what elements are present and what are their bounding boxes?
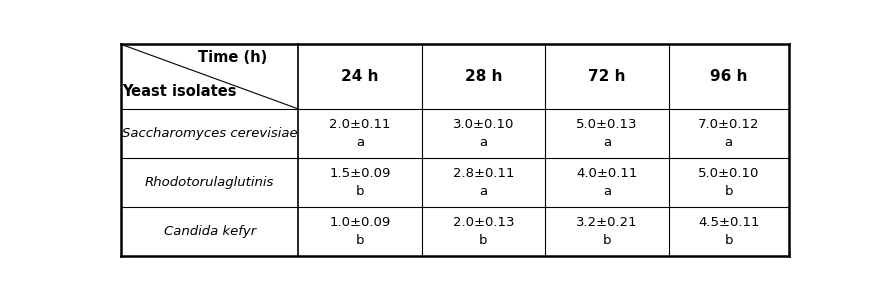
Text: 4.5±0.11: 4.5±0.11 (698, 216, 759, 229)
Text: Saccharomyces cerevisiae: Saccharomyces cerevisiae (122, 127, 297, 140)
Text: b: b (356, 234, 364, 247)
Text: Yeast isolates: Yeast isolates (123, 84, 237, 99)
Text: a: a (603, 136, 611, 149)
Text: 3.0±0.10: 3.0±0.10 (453, 118, 514, 131)
Text: Rhodotorulaglutinis: Rhodotorulaglutinis (145, 176, 274, 189)
Text: 2.0±0.11: 2.0±0.11 (329, 118, 391, 131)
Text: 72 h: 72 h (588, 69, 626, 84)
Text: 5.0±0.13: 5.0±0.13 (576, 118, 638, 131)
Text: 7.0±0.12: 7.0±0.12 (698, 118, 759, 131)
Text: 28 h: 28 h (464, 69, 503, 84)
Text: 2.0±0.13: 2.0±0.13 (453, 216, 514, 229)
Text: b: b (480, 234, 488, 247)
Text: 24 h: 24 h (341, 69, 378, 84)
Text: 96 h: 96 h (710, 69, 748, 84)
Text: 2.8±0.11: 2.8±0.11 (453, 167, 514, 180)
Text: 4.0±0.11: 4.0±0.11 (576, 167, 638, 180)
Text: a: a (603, 185, 611, 198)
Text: b: b (725, 185, 733, 198)
Text: 3.2±0.21: 3.2±0.21 (576, 216, 638, 229)
Text: Candida kefyr: Candida kefyr (163, 225, 256, 238)
Text: b: b (725, 234, 733, 247)
Text: 1.5±0.09: 1.5±0.09 (329, 167, 391, 180)
Text: a: a (480, 136, 488, 149)
Text: 1.0±0.09: 1.0±0.09 (329, 216, 391, 229)
Text: Time (h): Time (h) (198, 50, 267, 65)
Text: a: a (356, 136, 364, 149)
Text: a: a (725, 136, 733, 149)
Text: a: a (480, 185, 488, 198)
Text: b: b (356, 185, 364, 198)
Text: b: b (603, 234, 611, 247)
Text: 5.0±0.10: 5.0±0.10 (698, 167, 759, 180)
